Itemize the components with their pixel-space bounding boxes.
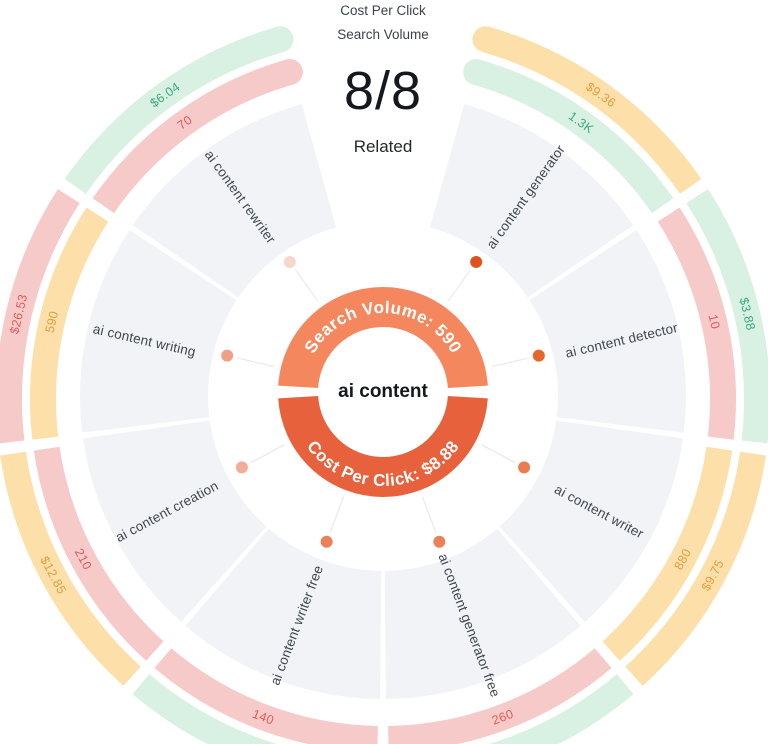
keyword-sector[interactable] bbox=[80, 230, 237, 433]
spoke-line bbox=[329, 496, 345, 533]
cpc-arc[interactable] bbox=[686, 189, 768, 444]
keyword-sector[interactable] bbox=[429, 104, 634, 298]
spoke-line bbox=[491, 357, 530, 368]
spoke-line bbox=[421, 496, 437, 533]
keyword-dot[interactable] bbox=[320, 535, 333, 548]
center-keyword: ai content bbox=[338, 381, 428, 402]
keyword-dot[interactable] bbox=[221, 349, 234, 362]
dots bbox=[221, 255, 545, 548]
spoke-line bbox=[447, 269, 471, 302]
keyword-sector[interactable] bbox=[185, 528, 382, 699]
legend-cost-per-click: Cost Per Click bbox=[340, 3, 426, 18]
search-volume-value: 70 bbox=[175, 113, 195, 133]
keyword-dot[interactable] bbox=[532, 349, 545, 362]
search-volume-arc[interactable] bbox=[388, 648, 612, 744]
cpc-arc[interactable] bbox=[389, 674, 634, 744]
spokes bbox=[236, 269, 530, 533]
search-volume-arc[interactable] bbox=[154, 648, 378, 744]
cpc-arcs: $9.36$3.88$9.75$12.85$26.53$6.04 bbox=[0, 26, 768, 744]
keyword-dot[interactable] bbox=[470, 255, 483, 268]
keyword-sector[interactable] bbox=[529, 230, 686, 433]
sectors bbox=[80, 104, 686, 699]
cpc-arc[interactable] bbox=[625, 451, 766, 686]
keyword-dot[interactable] bbox=[283, 255, 296, 268]
cpc-arc[interactable] bbox=[0, 189, 80, 444]
keyword-dot[interactable] bbox=[518, 461, 531, 474]
search-volume-arc-cap bbox=[463, 59, 490, 86]
cpc-arc[interactable] bbox=[132, 674, 377, 744]
spoke-line bbox=[295, 269, 319, 302]
search-volume-arc[interactable] bbox=[92, 59, 294, 214]
cpc-arc[interactable] bbox=[0, 451, 141, 686]
spoke-line bbox=[481, 444, 516, 464]
keyword-sector[interactable] bbox=[499, 420, 684, 622]
search-volume-value: 590 bbox=[43, 309, 62, 334]
keyword-sector[interactable] bbox=[82, 420, 267, 622]
spoke-line bbox=[236, 357, 275, 368]
donut-search-volume-half bbox=[278, 287, 488, 389]
keyword-sector[interactable] bbox=[132, 104, 337, 298]
search-volume-arc[interactable] bbox=[602, 446, 733, 661]
search-volume-arc[interactable] bbox=[657, 207, 736, 440]
cpc-arc[interactable] bbox=[64, 26, 285, 194]
keyword-sector[interactable] bbox=[384, 528, 581, 699]
cpc-arc[interactable] bbox=[481, 26, 702, 194]
cpc-arc-cap bbox=[267, 26, 294, 53]
search-volume-arc[interactable] bbox=[30, 207, 109, 440]
search-volume-arc[interactable] bbox=[472, 59, 674, 214]
donut-cpc-half bbox=[278, 395, 488, 497]
legend-search-volume: Search Volume bbox=[337, 27, 429, 42]
search-volume-arc-cap bbox=[276, 59, 303, 86]
keyword-dot[interactable] bbox=[235, 461, 248, 474]
search-volume-value: 10 bbox=[706, 313, 723, 331]
related-count: 8/8 bbox=[343, 61, 423, 121]
keyword-dot[interactable] bbox=[433, 535, 446, 548]
cpc-arc-cap bbox=[472, 26, 499, 53]
spoke-line bbox=[250, 444, 285, 464]
related-label: Related bbox=[353, 137, 413, 156]
search-volume-arc[interactable] bbox=[33, 446, 164, 661]
